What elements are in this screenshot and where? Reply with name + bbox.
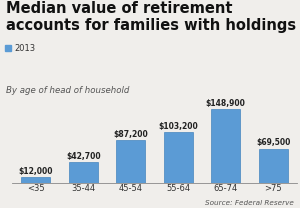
Bar	[68, 162, 98, 183]
Bar	[164, 132, 193, 183]
Text: $103,200: $103,200	[158, 122, 198, 131]
Text: $42,700: $42,700	[66, 152, 100, 161]
Text: $12,000: $12,000	[19, 167, 53, 176]
Text: $69,500: $69,500	[256, 138, 290, 147]
Text: Median value of retirement
accounts for families with holdings: Median value of retirement accounts for …	[6, 1, 296, 33]
Text: Source: Federal Reserve: Source: Federal Reserve	[205, 200, 294, 206]
Bar	[116, 140, 146, 183]
Text: $87,200: $87,200	[113, 130, 148, 139]
Bar	[211, 109, 241, 183]
Bar	[259, 149, 288, 183]
Text: By age of head of household: By age of head of household	[6, 86, 129, 95]
Legend: 2013: 2013	[5, 44, 36, 53]
Bar	[21, 177, 50, 183]
Text: $148,900: $148,900	[206, 99, 246, 108]
